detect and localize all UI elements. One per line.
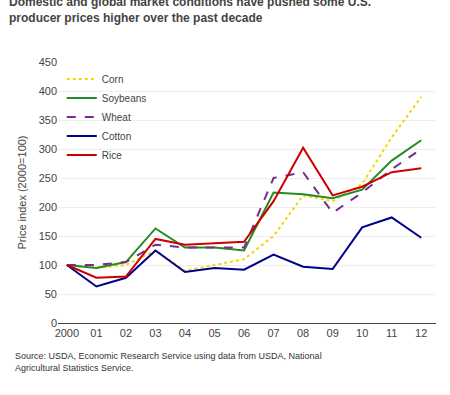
svg-text:100: 100 (39, 259, 57, 271)
svg-text:06: 06 (238, 327, 250, 339)
svg-text:2000: 2000 (55, 327, 79, 339)
svg-text:400: 400 (39, 85, 57, 97)
svg-text:05: 05 (208, 327, 220, 339)
svg-text:Soybeans: Soybeans (102, 93, 146, 104)
svg-text:09: 09 (327, 327, 339, 339)
svg-text:10: 10 (356, 327, 368, 339)
svg-text:Domestic and global market con: Domestic and global market conditions ha… (9, 0, 371, 25)
svg-text:0: 0 (51, 317, 57, 329)
svg-text:250: 250 (39, 172, 57, 184)
svg-text:Price index (2000=100): Price index (2000=100) (16, 135, 28, 249)
svg-text:07: 07 (267, 327, 279, 339)
svg-text:200: 200 (39, 201, 57, 213)
svg-text:350: 350 (39, 114, 57, 126)
svg-text:Corn: Corn (102, 74, 124, 85)
svg-text:12: 12 (415, 327, 427, 339)
svg-text:02: 02 (120, 327, 132, 339)
svg-text:450: 450 (39, 56, 57, 68)
svg-text:300: 300 (39, 143, 57, 155)
svg-text:03: 03 (149, 327, 161, 339)
svg-text:Wheat: Wheat (102, 112, 131, 123)
svg-text:150: 150 (39, 230, 57, 242)
svg-text:01: 01 (90, 327, 102, 339)
svg-text:04: 04 (179, 327, 191, 339)
svg-text:08: 08 (297, 327, 309, 339)
svg-text:Rice: Rice (102, 150, 122, 161)
svg-text:11: 11 (386, 327, 397, 339)
svg-text:50: 50 (45, 288, 57, 300)
svg-text:Cotton: Cotton (102, 131, 131, 142)
svg-text:Source: USDA, Economic Researc: Source: USDA, Economic Research Service … (15, 351, 322, 373)
